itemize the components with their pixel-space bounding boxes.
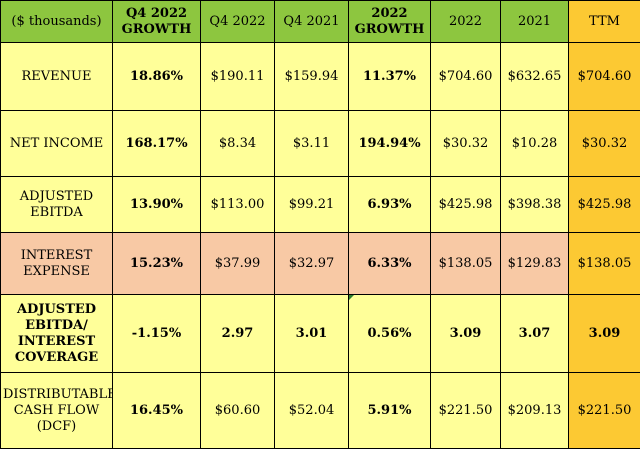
cell-ttm: $425.98 [569, 177, 640, 233]
header-q4-2021-cell: Q4 2021 [275, 1, 349, 43]
cell-fy-2022: 3.09 [431, 295, 501, 373]
row-label: ADJUSTED EBITDA [1, 177, 113, 233]
cell-q4-2021: $32.97 [275, 233, 349, 295]
cell-q4-2022: $37.99 [201, 233, 275, 295]
cell-fy-growth: 6.33% [349, 233, 431, 295]
row-label-line: NET INCOME [3, 136, 110, 152]
cell-q4-2022: $190.11 [201, 43, 275, 111]
row-label-line: DISTRIBUTABLE [3, 387, 110, 403]
cell-ttm: $221.50 [569, 373, 640, 449]
row-label-line: CASH FLOW [3, 403, 110, 419]
cell-fy-2022: $221.50 [431, 373, 501, 449]
row-label-line: REVENUE [3, 69, 110, 85]
cell-fy-2022: $704.60 [431, 43, 501, 111]
header-fy-growth-cell: 2022 GROWTH [349, 1, 431, 43]
header-fy-growth-line-2: GROWTH [351, 22, 428, 38]
cell-q4-growth: 18.86% [113, 43, 201, 111]
header-label-cell: ($ thousands) [1, 1, 113, 43]
cell-q4-2022: $60.60 [201, 373, 275, 449]
cell-q4-growth: 15.23% [113, 233, 201, 295]
header-fy-growth-line-1: 2022 [351, 6, 428, 22]
table-row-revenue: REVENUE 18.86% $190.11 $159.94 11.37% $7… [1, 43, 640, 111]
cell-fy-2022: $425.98 [431, 177, 501, 233]
cell-fy-2022: $138.05 [431, 233, 501, 295]
cell-ttm: $704.60 [569, 43, 640, 111]
row-label-line: INTEREST [3, 248, 110, 264]
cell-fy-2021: $10.28 [501, 111, 569, 177]
cell-fy-growth: 194.94% [349, 111, 431, 177]
cell-q4-2021: $52.04 [275, 373, 349, 449]
row-label-line: COVERAGE [3, 350, 110, 366]
cell-q4-2022: $113.00 [201, 177, 275, 233]
cell-q4-growth: -1.15% [113, 295, 201, 373]
row-label-line: ADJUSTED [3, 189, 110, 205]
row-label: INTEREST EXPENSE [1, 233, 113, 295]
table-row-interest-coverage: ADJUSTED EBITDA/ INTEREST COVERAGE -1.15… [1, 295, 640, 373]
cell-q4-2021: $159.94 [275, 43, 349, 111]
header-fy-2022-cell: 2022 [431, 1, 501, 43]
cell-q4-2021: 3.01 [275, 295, 349, 373]
row-label-line: EBITDA/ [3, 318, 110, 334]
row-label: DISTRIBUTABLE CASH FLOW (DCF) [1, 373, 113, 449]
row-label: ADJUSTED EBITDA/ INTEREST COVERAGE [1, 295, 113, 373]
cell-fy-2021: $129.83 [501, 233, 569, 295]
header-fy-2021-cell: 2021 [501, 1, 569, 43]
row-label-line: ADJUSTED [3, 302, 110, 318]
header-q4-growth-cell: Q4 2022 GROWTH [113, 1, 201, 43]
cell-q4-growth: 168.17% [113, 111, 201, 177]
row-label: REVENUE [1, 43, 113, 111]
cell-fy-2021: $209.13 [501, 373, 569, 449]
cell-q4-2021: $3.11 [275, 111, 349, 177]
table-row-adjusted-ebitda: ADJUSTED EBITDA 13.90% $113.00 $99.21 6.… [1, 177, 640, 233]
cell-fy-growth: 0.56% [349, 295, 431, 373]
table-row-net-income: NET INCOME 168.17% $8.34 $3.11 194.94% $… [1, 111, 640, 177]
header-ttm-cell: TTM [569, 1, 640, 43]
cell-fy-2021: $632.65 [501, 43, 569, 111]
cell-q4-growth: 13.90% [113, 177, 201, 233]
table-row-interest-expense: INTEREST EXPENSE 15.23% $37.99 $32.97 6.… [1, 233, 640, 295]
cell-q4-2022: $8.34 [201, 111, 275, 177]
row-label-line: EXPENSE [3, 264, 110, 280]
header-q4-2022-cell: Q4 2022 [201, 1, 275, 43]
cell-q4-growth: 16.45% [113, 373, 201, 449]
header-q4-growth-line-2: GROWTH [115, 22, 198, 38]
cell-fy-2022: $30.32 [431, 111, 501, 177]
header-q4-growth-line-1: Q4 2022 [115, 6, 198, 22]
cell-q4-2021: $99.21 [275, 177, 349, 233]
cell-ttm: 3.09 [569, 295, 640, 373]
header-row: ($ thousands) Q4 2022 GROWTH Q4 2022 Q4 … [1, 1, 640, 43]
cell-fy-growth: 5.91% [349, 373, 431, 449]
cell-fy-2021: 3.07 [501, 295, 569, 373]
cell-ttm: $138.05 [569, 233, 640, 295]
cell-ttm: $30.32 [569, 111, 640, 177]
row-label: NET INCOME [1, 111, 113, 177]
row-label-line: INTEREST [3, 334, 110, 350]
row-label-line: (DCF) [3, 419, 110, 435]
cell-q4-2022: 2.97 [201, 295, 275, 373]
cell-fy-growth: 6.93% [349, 177, 431, 233]
row-label-line: EBITDA [3, 205, 110, 221]
cell-fy-2021: $398.38 [501, 177, 569, 233]
table-row-dcf: DISTRIBUTABLE CASH FLOW (DCF) 16.45% $60… [1, 373, 640, 449]
cell-fy-growth: 11.37% [349, 43, 431, 111]
